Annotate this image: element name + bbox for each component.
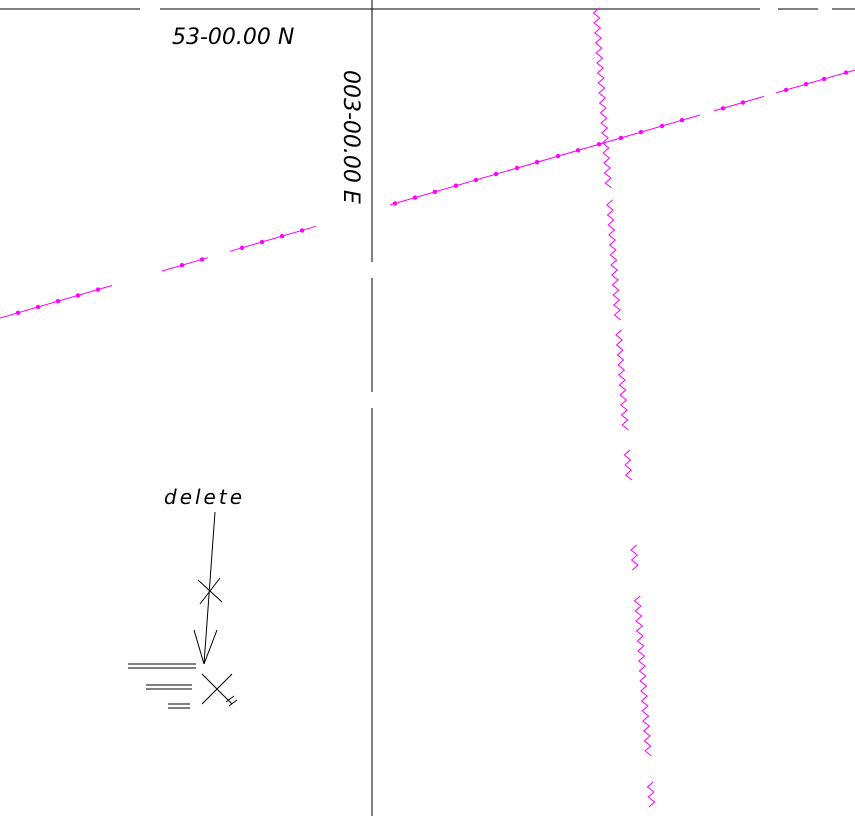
wavy-segment [623, 449, 633, 481]
route-dot [659, 123, 665, 129]
route-dot [596, 142, 602, 147]
delete-annotation-label: delete [164, 485, 245, 509]
route-dot [239, 245, 245, 250]
latitude-label: 53-00.00 N [172, 25, 294, 50]
route-dot [15, 310, 21, 315]
magenta-wavy-boundary [592, 7, 656, 808]
route-dot [35, 304, 41, 310]
delete-annotation-arrow [193, 511, 223, 665]
route-segment [389, 114, 701, 206]
route-dot [514, 165, 520, 171]
wavy-segment [615, 329, 629, 431]
route-dot [299, 228, 305, 233]
wavy-segment [630, 544, 639, 571]
wavy-segment [592, 7, 612, 189]
route-dot [555, 153, 561, 159]
route-dot [473, 177, 479, 183]
wavy-segment [633, 595, 652, 757]
magenta-dotted-route [0, 69, 855, 319]
route-dot [638, 129, 644, 135]
longitude-label: 003-00.00 E [338, 70, 363, 204]
route-dot [55, 299, 61, 304]
wavy-segment [606, 199, 622, 321]
route-dot [279, 234, 285, 239]
wavy-segment [646, 781, 656, 808]
route-dot [199, 257, 205, 262]
route-dot [783, 87, 789, 93]
route-dot [412, 195, 418, 200]
route-dot [75, 293, 81, 298]
route-dot [493, 171, 499, 177]
route-dot [740, 100, 746, 105]
route-dot [179, 263, 185, 268]
route-dot [453, 183, 459, 188]
route-dot [95, 287, 101, 292]
route-dot [392, 201, 398, 206]
route-dot [534, 160, 540, 165]
route-segment [775, 69, 855, 94]
route-dot [432, 189, 438, 194]
route-dot [843, 70, 849, 75]
route-dot [821, 76, 827, 82]
route-dot [679, 118, 685, 123]
route-dot [259, 239, 265, 245]
route-dot [618, 135, 624, 141]
route-dot [720, 106, 726, 111]
route-dot [803, 82, 809, 87]
wreck-symbol [128, 663, 238, 709]
route-dot [575, 148, 581, 153]
